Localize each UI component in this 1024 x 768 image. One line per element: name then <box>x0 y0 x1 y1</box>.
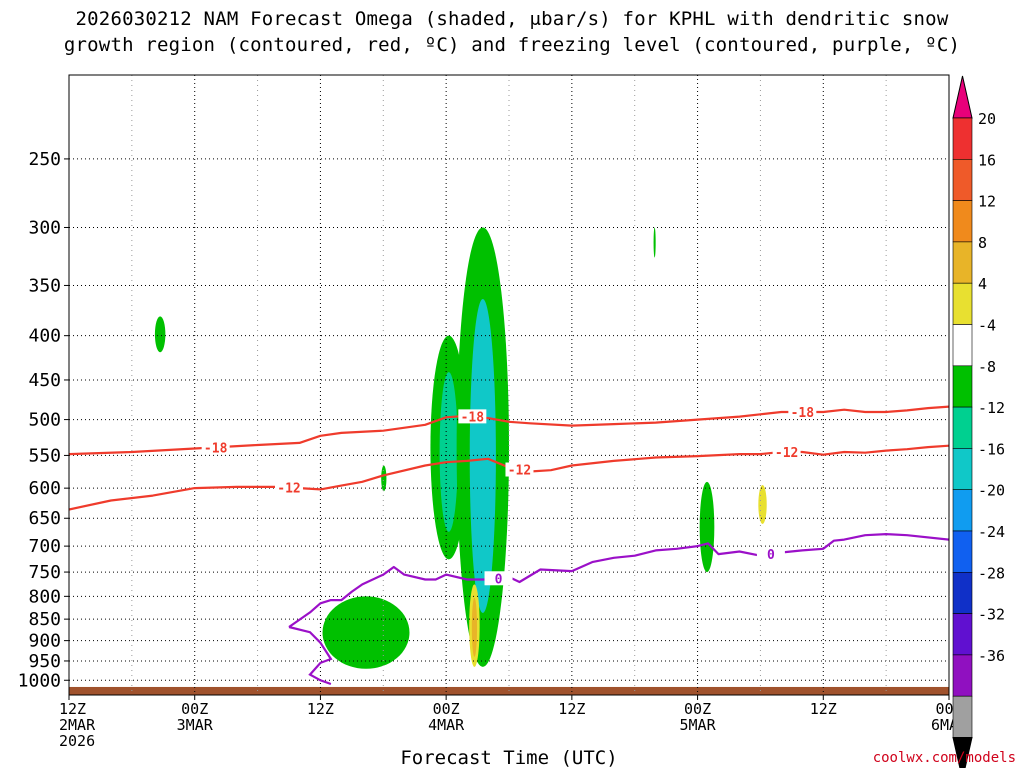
colorbar-segment <box>952 654 973 697</box>
colorbar-segment <box>952 406 973 449</box>
x-tick-label: 12Z <box>307 700 334 718</box>
y-tick-label: 700 <box>28 536 61 557</box>
x-tick-label: 12Z <box>59 700 86 718</box>
omega-area-core <box>469 299 496 613</box>
y-tick-label: 800 <box>28 586 61 607</box>
colorbar-segment <box>952 117 973 160</box>
colorbar-label: 4 <box>978 275 987 293</box>
colorbar-label: -12 <box>978 399 1005 417</box>
colorbar-label: -16 <box>978 440 1005 458</box>
y-tick-label: 450 <box>28 370 61 391</box>
colorbar-label: -36 <box>978 647 1005 665</box>
site-credit: coolwx.com/models <box>872 750 1016 766</box>
contour-label-bg <box>275 480 303 495</box>
x-tick-label: 12Z <box>558 700 585 718</box>
colorbar-label: -24 <box>978 523 1005 541</box>
colorbar-segment <box>952 448 973 490</box>
colorbar-segment <box>952 241 973 284</box>
x-tick-label: 2026 <box>59 732 95 750</box>
grid <box>68 75 950 695</box>
y-tick-label: 600 <box>28 478 61 499</box>
colorbar-arrow-bottom <box>952 737 973 768</box>
contour-label: -12 <box>775 446 798 461</box>
x-axis-label: Forecast Time (UTC) <box>400 747 617 768</box>
freezing-level-lower <box>288 625 333 686</box>
colorbar-segment <box>952 200 973 243</box>
contour-label-bg <box>201 440 230 455</box>
x-tick-label: 2MAR <box>59 716 96 734</box>
colorbar-label: 8 <box>978 234 987 252</box>
contour-label-bg <box>458 409 487 424</box>
colorbar-segment <box>952 613 973 656</box>
x-tick-label: 00Z <box>433 700 460 718</box>
plot-frame <box>68 74 950 696</box>
omega-area <box>381 465 387 492</box>
omega-area <box>699 481 715 573</box>
omega-area-core <box>471 597 478 657</box>
colorbar-segment <box>952 695 973 738</box>
omega-area <box>154 316 166 353</box>
omega-area-core <box>439 372 458 532</box>
x-tick-label: 00Z <box>181 700 208 718</box>
omega-area <box>758 485 767 524</box>
colorbar-segment <box>952 489 973 532</box>
colorbar-segment <box>952 571 973 614</box>
colorbar-segment <box>952 365 973 408</box>
colorbar-label: 16 <box>978 151 996 169</box>
contour-label-bg <box>505 462 534 477</box>
contour-label: -18 <box>791 406 815 421</box>
contour-label-bg <box>484 571 513 586</box>
y-tick-label: 650 <box>28 508 61 529</box>
chart-title: 2026030212 NAM Forecast Omega (shaded, μ… <box>0 6 1024 58</box>
x-tick-label: 00Z <box>684 700 711 718</box>
omega-shading <box>69 227 949 695</box>
contour-label: -18 <box>461 410 485 425</box>
x-tick-label: 4MAR <box>428 716 465 734</box>
colorbar-label: -8 <box>978 358 996 376</box>
colorbar-arrow-top <box>952 75 973 119</box>
contour-line <box>69 405 949 456</box>
contour-label: -12 <box>277 482 300 497</box>
colorbar-segment <box>952 324 973 367</box>
colorbar-label: -32 <box>978 606 1005 624</box>
colorbar-label: 20 <box>978 110 996 128</box>
colorbar-label: -4 <box>978 317 996 335</box>
contours: -18 -18 -18 -12 -12 -12 0 0 <box>69 404 949 686</box>
colorbar-segment <box>952 530 973 573</box>
y-tick-label: 250 <box>28 149 61 170</box>
contour-label: -18 <box>204 441 228 456</box>
contour-label-bg <box>772 444 801 459</box>
y-tick-label: 350 <box>28 275 61 296</box>
axes: 2503003504004505005506006507007508008509… <box>18 74 968 750</box>
y-tick-label: 950 <box>28 651 61 672</box>
omega-area <box>322 596 410 669</box>
y-tick-label: 400 <box>28 326 61 347</box>
contour-label-bg <box>788 404 817 419</box>
y-tick-label: 500 <box>28 410 61 431</box>
x-tick-label: 3MAR <box>177 716 214 734</box>
title-line-1: 2026030212 NAM Forecast Omega (shaded, μ… <box>75 8 949 30</box>
y-tick-label: 1000 <box>18 670 61 691</box>
colorbar-segment <box>952 159 973 201</box>
title-line-2: growth region (contoured, red, ºC) and f… <box>63 34 961 56</box>
colorbar-label: -28 <box>978 564 1005 582</box>
colorbar-label: 12 <box>978 193 996 211</box>
colorbar-segment <box>952 282 973 325</box>
x-tick-label: 12Z <box>810 700 837 718</box>
y-tick-label: 550 <box>28 445 61 466</box>
y-tick-label: 900 <box>28 631 61 652</box>
contour-label: 0 <box>767 548 775 563</box>
contour-line <box>288 533 949 628</box>
contour-label-bg <box>756 547 785 562</box>
contour-label: -12 <box>508 464 531 479</box>
y-tick-label: 750 <box>28 562 61 583</box>
contour-label: 0 <box>495 572 503 587</box>
y-tick-label: 850 <box>28 609 61 630</box>
omega-area <box>653 227 656 258</box>
x-tick-label: 5MAR <box>680 716 717 734</box>
colorbar: 20 16 12 8 4 -4 -8 -12 -16 -20 -24 -28 -32 -36 <box>952 75 1005 768</box>
y-tick-label: 300 <box>28 217 61 238</box>
colorbar-label: -20 <box>978 482 1005 500</box>
